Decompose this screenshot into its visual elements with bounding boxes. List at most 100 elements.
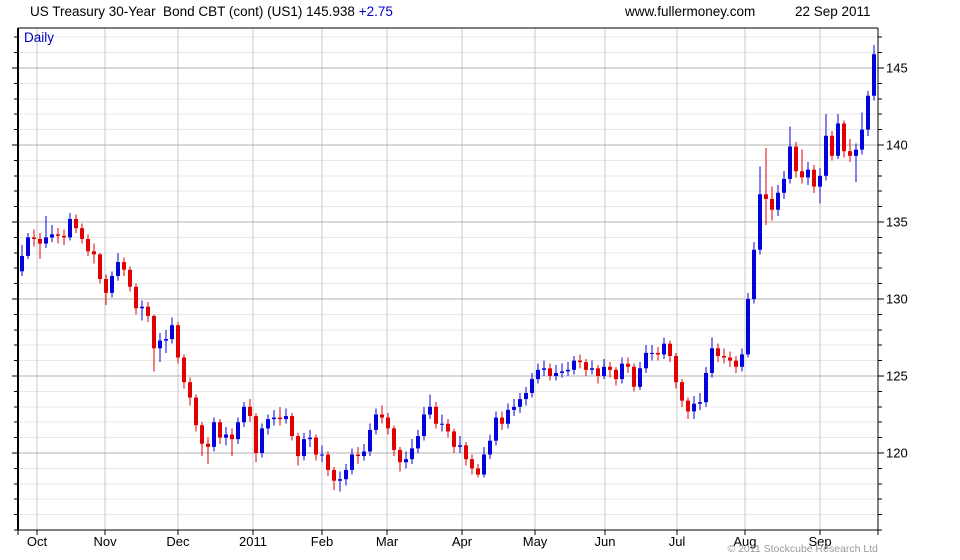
candle-body-up <box>481 454 486 475</box>
candle-body-down <box>847 151 852 156</box>
x-axis-label: Jun <box>595 534 616 549</box>
candle-body-up <box>661 343 666 355</box>
candle-body-down <box>715 348 720 356</box>
candle-body-up <box>223 434 228 438</box>
candle-body-up <box>745 299 750 355</box>
candle-body-down <box>313 437 318 455</box>
price-change: +2.75 <box>358 4 393 19</box>
candle-body-down <box>289 416 294 437</box>
candle-body-down <box>811 169 816 187</box>
candle-body-up <box>805 169 810 178</box>
candle-body-up <box>157 340 162 349</box>
x-axis-label: 2011 <box>239 534 267 549</box>
y-axis-label: 125 <box>886 369 908 384</box>
chart-date: 22 Sep 2011 <box>795 4 871 19</box>
candle-body-up <box>697 402 702 404</box>
candle-body-up <box>781 178 786 193</box>
candle-body-up <box>457 445 462 447</box>
candle-body-up <box>265 419 270 429</box>
candle-body-up <box>319 454 324 456</box>
candle-body-down <box>475 468 480 475</box>
candle-body-up <box>535 369 540 380</box>
candle-body-down <box>769 198 774 210</box>
instrument-title: US Treasury 30-Year Bond CBT (cont) (US1… <box>30 4 355 19</box>
candle-body-down <box>55 234 60 236</box>
x-axis-label: Apr <box>452 534 473 549</box>
candle-body-up <box>649 352 654 354</box>
candle-body-down <box>103 279 108 293</box>
candle-body-up <box>439 423 444 425</box>
candle-body-down <box>217 422 222 438</box>
candle-body-down <box>499 417 504 424</box>
candle-body-down <box>667 343 672 356</box>
candle-body-up <box>511 406 516 410</box>
candle-body-up <box>337 479 342 481</box>
y-axis-label: 145 <box>886 61 908 76</box>
candle-body-down <box>37 238 42 244</box>
candle-body-up <box>307 437 312 440</box>
candle-body-up <box>619 363 624 380</box>
candle-body-down <box>199 425 204 444</box>
candle-body-up <box>343 469 348 480</box>
candle-body-up <box>109 275 114 293</box>
candle-body-down <box>445 423 450 432</box>
candle-body-up <box>361 451 366 457</box>
candle-body-up <box>757 194 762 250</box>
candle-body-up <box>529 379 534 393</box>
candle-body-down <box>625 363 630 367</box>
candle-body-up <box>421 414 426 437</box>
candle-body-up <box>349 454 354 470</box>
candle-body-down <box>613 369 618 380</box>
candle-body-up <box>139 306 144 309</box>
x-axis-label: Jul <box>669 534 686 549</box>
candle-body-up <box>373 414 378 430</box>
candle-body-down <box>79 228 84 239</box>
candle-body-down <box>253 416 258 454</box>
x-axis-label: Mar <box>376 534 399 549</box>
candle-body-down <box>97 254 102 279</box>
x-axis-label: Nov <box>93 534 117 549</box>
candle-body-down <box>277 417 282 420</box>
candle-body-up <box>271 417 276 420</box>
candle-body-down <box>469 459 474 469</box>
candle-body-up <box>241 406 246 423</box>
candle-body-down <box>121 262 126 270</box>
candle-body-down <box>547 368 552 377</box>
candle-body-down <box>355 454 360 457</box>
candle-body-down <box>607 366 612 370</box>
candle-body-down <box>577 360 582 363</box>
candle-body-up <box>43 237 48 244</box>
candle-body-down <box>187 382 192 398</box>
x-axis-label: May <box>523 534 548 549</box>
candle-body-up <box>817 175 822 187</box>
candle-body-down <box>763 194 768 199</box>
candle-body-down <box>799 171 804 178</box>
candle-body-up <box>775 192 780 210</box>
candle-body-up <box>589 368 594 370</box>
candle-body-up <box>751 249 756 300</box>
candle-body-up <box>49 234 54 238</box>
candle-body-up <box>487 440 492 455</box>
candle-body-up <box>601 366 606 377</box>
candle-body-down <box>391 428 396 450</box>
candle-body-down <box>193 397 198 426</box>
candle-body-up <box>25 237 30 256</box>
candle-body-down <box>85 238 90 252</box>
candle-body-down <box>433 406 438 424</box>
x-axis-label: Oct <box>27 534 48 549</box>
candle-body-up <box>115 262 120 276</box>
candle-body-up <box>367 429 372 452</box>
candle-body-up <box>415 436 420 449</box>
candle-body-down <box>295 436 300 457</box>
candle-body-up <box>559 371 564 373</box>
x-axis-label: Sep <box>808 534 831 549</box>
candle-body-down <box>379 414 384 418</box>
candle-body-down <box>679 382 684 401</box>
candle-body-down <box>325 454 330 470</box>
candle-body-down <box>655 352 660 355</box>
candle-body-up <box>637 368 642 387</box>
candle-body-up <box>571 360 576 370</box>
candle-body-down <box>127 269 132 287</box>
